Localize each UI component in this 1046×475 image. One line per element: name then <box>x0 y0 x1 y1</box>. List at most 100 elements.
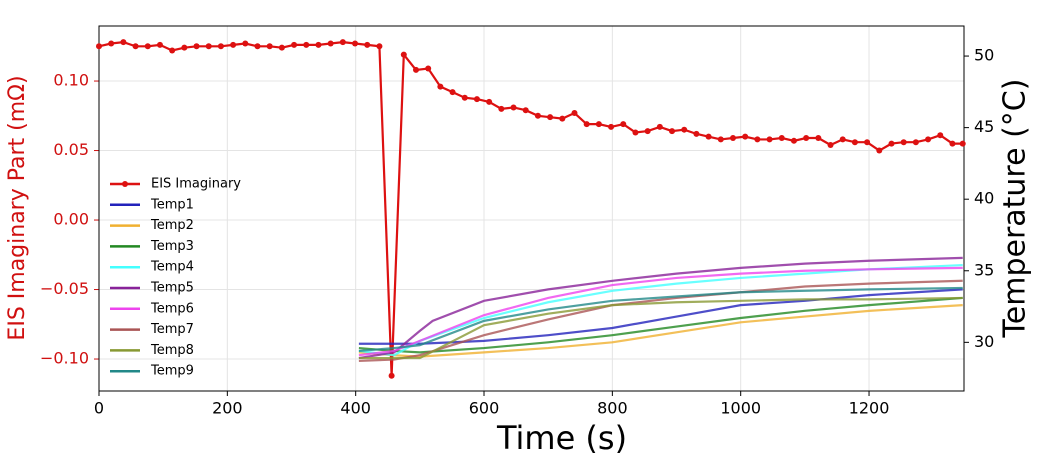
y2-tick-label: 50 <box>974 46 994 65</box>
point <box>352 40 359 47</box>
point <box>315 41 322 48</box>
y-tick-label: −0.10 <box>40 349 89 368</box>
point <box>534 112 541 119</box>
point <box>486 98 493 105</box>
point <box>144 43 151 50</box>
point <box>266 43 273 50</box>
point <box>449 89 456 96</box>
legend-label: Temp8 <box>150 343 194 358</box>
point <box>96 43 102 50</box>
y-axis-label: EIS Imaginary Part (mΩ) <box>5 75 30 340</box>
point <box>132 43 139 50</box>
point <box>729 135 736 142</box>
point <box>754 136 761 143</box>
legend-marker <box>122 181 128 187</box>
point <box>291 41 298 48</box>
legend-label: Temp2 <box>150 218 194 233</box>
point <box>571 110 578 117</box>
legend-label: EIS Imaginary <box>151 177 241 192</box>
point <box>925 136 932 143</box>
point <box>620 121 627 128</box>
point <box>595 121 602 128</box>
point <box>717 136 724 143</box>
legend-label: Temp6 <box>150 301 194 316</box>
point <box>120 39 127 46</box>
point <box>181 44 188 51</box>
x-tick-label: 400 <box>340 399 371 418</box>
y2-tick-label: 45 <box>974 117 994 136</box>
point <box>547 114 554 121</box>
y2-tick-label: 30 <box>974 332 994 351</box>
point <box>254 43 261 50</box>
y2-tick-label: 35 <box>974 260 994 279</box>
x-tick-label: 600 <box>469 399 500 418</box>
legend-label: Temp4 <box>150 260 194 275</box>
point <box>278 44 285 51</box>
point <box>522 107 529 114</box>
point <box>327 40 334 47</box>
point <box>217 43 224 50</box>
point <box>644 128 651 135</box>
point <box>608 123 615 130</box>
point <box>583 121 590 128</box>
series-line <box>358 296 963 360</box>
point <box>303 41 310 48</box>
point <box>510 104 517 111</box>
point <box>839 136 846 143</box>
point <box>778 135 785 142</box>
point <box>766 136 773 143</box>
point <box>693 130 700 137</box>
point <box>912 139 919 146</box>
point <box>230 41 237 48</box>
point <box>205 43 212 50</box>
point <box>425 65 432 72</box>
point <box>461 94 468 101</box>
series-line <box>358 286 963 353</box>
point <box>339 39 346 46</box>
y-tick-label: −0.05 <box>40 279 89 298</box>
point <box>412 66 419 73</box>
legend-label: Temp1 <box>150 197 194 212</box>
point <box>888 140 895 147</box>
point <box>959 140 966 147</box>
series-line <box>358 279 963 363</box>
point <box>742 133 749 140</box>
point <box>669 128 676 135</box>
point <box>400 51 407 58</box>
point <box>437 83 444 90</box>
legend-label: Temp5 <box>150 281 194 296</box>
point <box>864 139 871 146</box>
x-axis-label: Time (s) <box>496 419 627 457</box>
point <box>656 123 663 130</box>
point <box>498 105 505 112</box>
x-tick-label: 1200 <box>849 399 890 418</box>
y-tick-label: 0.05 <box>53 140 89 159</box>
point <box>827 141 834 148</box>
legend-label: Temp9 <box>150 364 194 379</box>
point <box>632 129 639 136</box>
x-tick-label: 0 <box>94 399 104 418</box>
point <box>790 137 797 144</box>
x-tick-label: 800 <box>597 399 628 418</box>
point <box>242 40 249 47</box>
point <box>876 147 883 154</box>
legend-label: Temp7 <box>150 322 194 337</box>
point <box>376 43 383 50</box>
point <box>949 140 956 147</box>
point <box>108 40 115 47</box>
point <box>803 135 810 142</box>
series-line <box>358 296 963 354</box>
point <box>364 41 371 48</box>
point <box>473 96 480 103</box>
point <box>815 135 822 142</box>
series-line <box>358 256 963 360</box>
point <box>705 133 712 140</box>
point <box>681 126 688 133</box>
series-line <box>358 266 963 357</box>
series-line <box>98 41 963 376</box>
point <box>900 139 907 146</box>
y2-axis-label: Temperature (°C) <box>998 79 1033 339</box>
legend-label: Temp3 <box>150 239 194 254</box>
point <box>169 47 176 54</box>
